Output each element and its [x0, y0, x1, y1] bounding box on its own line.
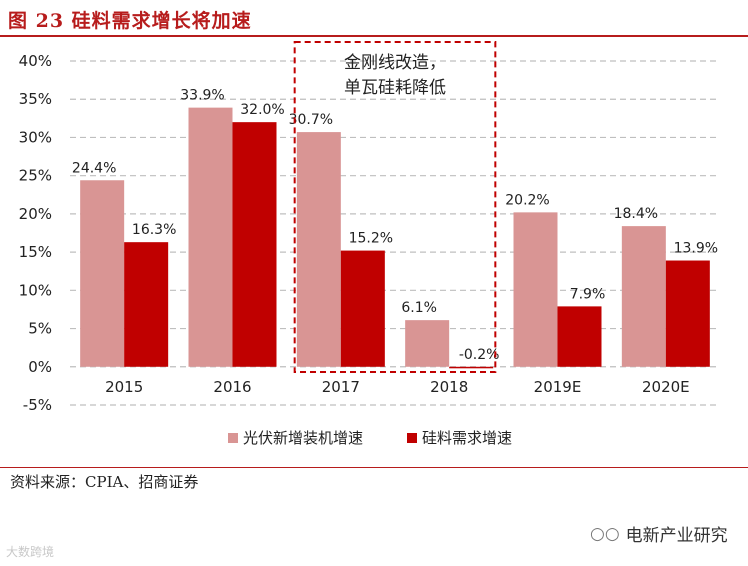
- data-label: -0.2%: [459, 347, 500, 363]
- gridlines: [70, 60, 720, 406]
- wechat-icon: ○○: [590, 523, 620, 544]
- y-tick-label: 10%: [19, 281, 52, 299]
- legend-swatch: [228, 433, 238, 443]
- y-tick-label: 0%: [28, 358, 52, 376]
- legend-label: 光伏新增装机增速: [243, 429, 363, 447]
- bar-installation: [296, 132, 341, 367]
- x-tick-label: 2017: [322, 378, 360, 396]
- y-tick-label: 25%: [19, 167, 52, 185]
- data-label: 30.7%: [289, 112, 333, 128]
- data-label: 18.4%: [614, 206, 658, 222]
- y-tick-label: -5%: [23, 396, 52, 414]
- data-label: 6.1%: [401, 300, 437, 316]
- watermark-left: 大数跨境: [6, 545, 55, 559]
- x-tick-label: 2020E: [642, 378, 690, 396]
- y-tick-label: 20%: [19, 205, 52, 223]
- data-label: 15.2%: [349, 231, 393, 247]
- y-axis-tick-labels: -5% 0% 5% 10% 15% 20% 25% 30% 35% 40%: [19, 52, 52, 414]
- legend-swatch: [407, 433, 417, 443]
- x-tick-label: 2016: [213, 378, 251, 396]
- y-tick-label: 40%: [19, 52, 52, 70]
- bar-polysilicon: [340, 250, 385, 367]
- y-tick-label: 35%: [19, 90, 52, 108]
- y-tick-label: 30%: [19, 128, 52, 146]
- bar-installation: [80, 180, 125, 367]
- data-label: 33.9%: [180, 88, 224, 104]
- data-label: 7.9%: [570, 286, 606, 302]
- bar-polysilicon: [557, 306, 602, 367]
- data-label: 20.2%: [505, 192, 549, 208]
- annotation-text: 单瓦硅耗降低: [344, 78, 446, 98]
- x-axis-tick-labels: 2015 2016 2017 2018 2019E 2020E: [105, 378, 690, 396]
- data-labels: 24.4% 16.3% 33.9% 32.0% 30.7% 15.2% 6.1% -0.2% 2…: [72, 88, 718, 363]
- bars: [80, 107, 710, 369]
- y-tick-label: 5%: [28, 320, 52, 338]
- legend-label: 硅料需求增速: [422, 429, 512, 447]
- watermark-right-text: 电新产业研究: [625, 526, 728, 546]
- watermark-right: ○○ 电新产业研究: [590, 521, 728, 547]
- legend: 光伏新增装机增速 硅料需求增速: [228, 429, 512, 447]
- source-divider: [0, 467, 748, 468]
- data-label: 24.4%: [72, 160, 116, 176]
- x-tick-label: 2015: [105, 378, 143, 396]
- x-tick-label: 2018: [430, 378, 468, 396]
- y-tick-label: 15%: [19, 243, 52, 261]
- highlight-box: [293, 41, 497, 373]
- data-label: 13.9%: [674, 241, 718, 257]
- source-note: 资料来源：CPIA、招商证券: [10, 473, 199, 491]
- annotation-text: 金刚线改造，: [344, 53, 446, 73]
- annotation: 金刚线改造， 单瓦硅耗降低: [293, 41, 497, 373]
- bar-polysilicon: [665, 260, 710, 367]
- bar-chart: -5% 0% 5% 10% 15% 20% 25% 30% 35% 40% 24.4% 16.3% 3…: [19, 41, 720, 447]
- bar-installation: [513, 212, 558, 367]
- x-tick-label: 2019E: [534, 378, 582, 396]
- bar-polysilicon: [124, 242, 169, 367]
- bar-polysilicon: [232, 122, 277, 367]
- figure-title: 图 23 硅料需求增长将加速: [8, 10, 252, 32]
- title-divider: [0, 35, 748, 37]
- data-label: 32.0%: [240, 102, 284, 118]
- data-label: 16.3%: [132, 222, 176, 238]
- bar-installation: [405, 320, 450, 367]
- bar-polysilicon: [449, 366, 494, 369]
- bar-installation: [188, 107, 233, 367]
- bar-installation: [621, 226, 666, 367]
